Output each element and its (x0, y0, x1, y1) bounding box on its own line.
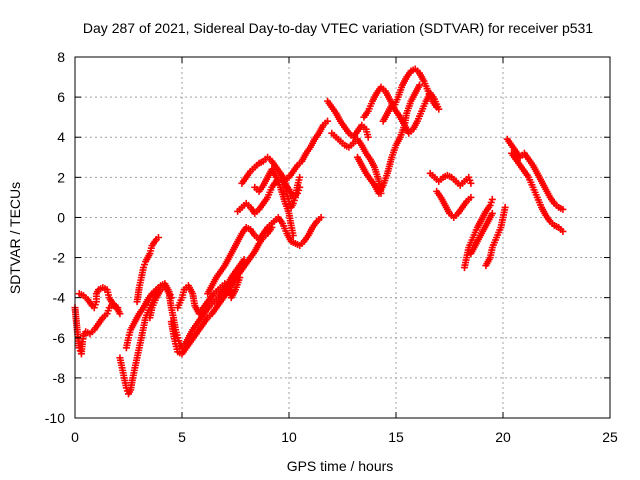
x-tick-label: 0 (71, 429, 79, 445)
x-tick-label: 10 (281, 429, 297, 445)
data-point (467, 179, 475, 187)
data-point (416, 81, 424, 89)
y-tick-label: -4 (53, 290, 66, 306)
x-axis-label: GPS time / hours (287, 458, 394, 474)
data-point (289, 231, 297, 239)
data-point (364, 133, 372, 141)
y-tick-label: -8 (53, 370, 66, 386)
plot-frame (74, 56, 611, 419)
y-tick-label: -2 (53, 250, 66, 266)
x-tick-label: 20 (495, 429, 511, 445)
y-tick-label: 2 (57, 169, 65, 185)
y-tick-label: 4 (57, 129, 65, 145)
data-point (488, 195, 496, 203)
data-point (317, 213, 325, 221)
data-point (236, 274, 244, 282)
chart-title: Day 287 of 2021, Sidereal Day-to-day VTE… (83, 20, 593, 36)
data-point (296, 173, 304, 181)
data-point (501, 203, 509, 211)
y-axis-label: SDTVAR / TECUs (7, 182, 23, 294)
x-axis-ticks: 0 5 10 15 20 25 (71, 57, 618, 445)
x-tick-label: 5 (178, 429, 186, 445)
data-point (324, 117, 332, 125)
y-tick-label: 8 (57, 49, 65, 65)
x-tick-label: 25 (602, 429, 618, 445)
y-tick-label: 0 (57, 209, 65, 225)
y-axis-ticks: -10 -8 -6 -4 -2 0 2 4 6 8 (45, 49, 610, 426)
data-point (154, 234, 162, 241)
y-tick-label: -6 (53, 330, 66, 346)
grid-lines (75, 57, 610, 418)
data-point (435, 105, 443, 113)
data-point (116, 310, 124, 318)
y-tick-label: -10 (45, 410, 65, 426)
data-point (467, 193, 475, 201)
data-point (559, 205, 567, 213)
data-point (114, 304, 122, 312)
y-tick-label: 6 (57, 89, 65, 105)
data-point (488, 209, 496, 217)
data-point (559, 227, 567, 235)
data-points (71, 65, 567, 398)
x-tick-label: 15 (388, 429, 404, 445)
